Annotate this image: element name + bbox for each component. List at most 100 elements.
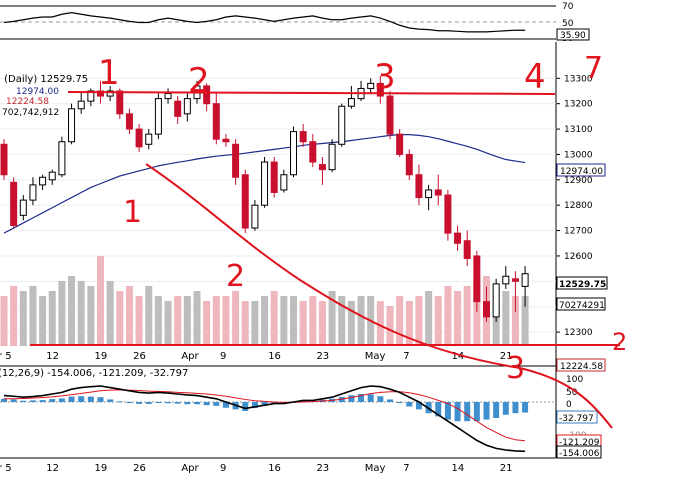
annotation-peak-1: 1	[98, 53, 120, 93]
candle-body	[463, 240, 471, 259]
volume-bar	[463, 286, 471, 346]
price-gridlines	[0, 77, 556, 333]
candle-body	[154, 98, 162, 135]
volume-bar	[270, 291, 278, 346]
price-panel: 13300 13200 13100 13000 12900 12800 12700 12600…	[0, 42, 608, 372]
candle-body	[10, 181, 18, 226]
volume-bar	[58, 281, 66, 346]
volume-bar	[164, 301, 172, 346]
candle	[125, 108, 133, 135]
macd-histogram-bar	[155, 402, 162, 403]
candle-body	[58, 141, 66, 176]
x-axis-top: r 5 12 19 26 Apr 9 16 23 May 7 14 21	[0, 351, 513, 362]
candle	[58, 136, 66, 178]
candle	[39, 174, 47, 190]
x-tick-label: 16	[268, 351, 281, 362]
volume-bar	[19, 291, 27, 346]
candle	[145, 129, 153, 150]
macd-histogram-bar	[203, 402, 210, 406]
candle	[290, 126, 297, 178]
volume-bar	[106, 281, 114, 346]
volume-badge: 70274291	[559, 301, 605, 311]
volume-bar	[425, 291, 433, 346]
macd-histogram-bar	[358, 394, 365, 402]
volume-bar	[299, 301, 307, 346]
macd-histogram	[1, 394, 529, 422]
candle	[174, 96, 182, 124]
last-price-badge: 12529.75	[559, 280, 606, 290]
x-tick-label: 26	[133, 351, 146, 362]
candle-body	[502, 275, 510, 285]
macd-signal-badge: -121.209	[559, 438, 600, 448]
candle-body	[0, 143, 8, 176]
candle	[183, 93, 191, 122]
macd-hist-badge: -32.797	[559, 414, 594, 424]
price-tick-label: 13000	[564, 150, 593, 160]
candle	[29, 177, 37, 206]
candle-body	[454, 232, 462, 244]
candle	[222, 134, 230, 147]
macd-histogram-bar	[396, 402, 403, 403]
macd-histogram-bar	[522, 402, 529, 413]
macd-histogram-bar	[464, 402, 471, 422]
x-tick-label: 14	[452, 351, 465, 362]
macd-histogram-bar	[261, 402, 268, 406]
macd-tick-label: 100	[566, 375, 583, 385]
macd-hist-badge-box	[556, 410, 598, 424]
macd-histogram-bar	[271, 402, 278, 404]
x-tick-label: 7	[403, 351, 409, 362]
candle	[357, 80, 365, 102]
price-tick-label: 13100	[564, 125, 593, 135]
candle-body	[135, 128, 143, 148]
volume-bar	[415, 296, 423, 346]
candle	[405, 149, 413, 180]
x-tick-label: 23	[316, 463, 329, 474]
level-badge: 12224.58	[560, 362, 603, 372]
macd-line-badge: -154.006	[559, 449, 600, 459]
x-tick-label: r 5	[0, 351, 12, 362]
candle-body	[212, 103, 220, 140]
volume-bar	[521, 296, 529, 346]
volume-bar	[318, 301, 326, 346]
legend-volume-value: 702,742,912	[2, 108, 59, 118]
candle-body	[251, 204, 259, 229]
macd-histogram-bar	[87, 396, 94, 402]
downtrend-curve	[145, 163, 613, 429]
volume-bar	[251, 301, 259, 346]
annotation-peak-2: 2	[188, 61, 210, 101]
macd-histogram-bar	[367, 394, 374, 402]
candle	[318, 156, 326, 185]
macd-tick-label: 0	[566, 400, 572, 410]
macd-histogram-bar	[174, 402, 181, 404]
rsi-panel: 70 50 30 35.90	[0, 2, 590, 44]
candle-body	[232, 143, 240, 178]
volume-bar	[502, 291, 510, 346]
candle-body	[444, 194, 452, 234]
x-tick-label: Apr	[181, 351, 199, 362]
macd-histogram-bar	[68, 396, 75, 402]
x-tick-label: 7	[403, 463, 409, 474]
volume-bar	[125, 286, 133, 346]
volume-bar	[473, 281, 481, 346]
candle	[135, 123, 143, 152]
volume-bar	[347, 301, 355, 346]
volume-bars	[0, 256, 529, 346]
macd-histogram-bar	[377, 396, 384, 402]
candles	[0, 75, 529, 322]
annotation-peak-4: 4	[524, 57, 546, 97]
x-tick-label: 14	[452, 463, 465, 474]
candle-body	[106, 90, 114, 97]
candle	[10, 177, 18, 229]
candle-body	[19, 199, 27, 216]
x-tick-label: Apr	[181, 463, 199, 474]
volume-bar	[328, 291, 336, 346]
x-tick-label: 16	[268, 463, 281, 474]
macd-histogram-bar	[454, 402, 461, 422]
volume-bar	[39, 296, 47, 346]
price-tick-label: 12700	[564, 227, 593, 237]
volume-bar	[10, 286, 18, 346]
candle	[347, 85, 355, 109]
volume-bar	[376, 301, 384, 346]
annotation-trough-3: 3	[506, 351, 525, 386]
volume-bar	[193, 291, 201, 346]
